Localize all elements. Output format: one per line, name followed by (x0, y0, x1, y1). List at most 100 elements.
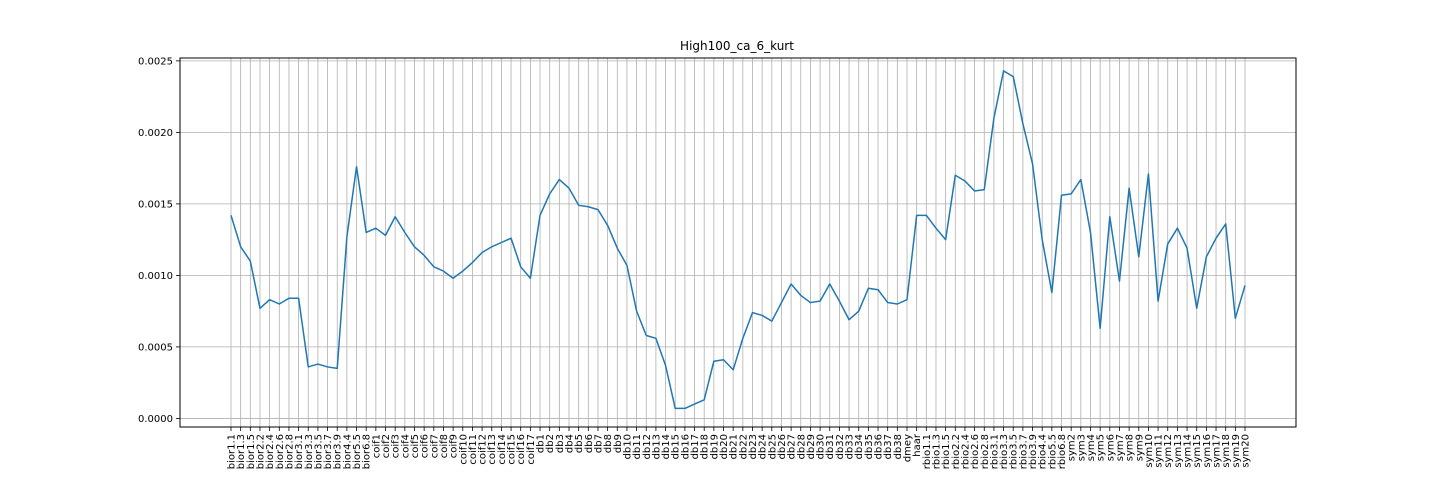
x-tick-label: db37 (883, 434, 894, 459)
chart-title: High100_ca_6_kurt (680, 39, 794, 53)
x-tick-label: db16 (680, 434, 691, 459)
x-tick-label: rbio3.3 (999, 434, 1010, 469)
x-tick-label: rbio6.8 (1057, 434, 1068, 469)
x-tick-label: coif6 (420, 434, 431, 458)
x-tick-label: db28 (796, 434, 807, 459)
x-tick-label: sym7 (1115, 434, 1126, 461)
x-tick-label: db11 (632, 434, 643, 459)
x-tick-label: bior2.4 (265, 434, 276, 469)
x-tick-label: db36 (874, 434, 885, 459)
x-tick-label: sym6 (1105, 434, 1116, 461)
y-tick-label: 0.0005 (138, 342, 173, 353)
x-tick-label: db4 (565, 434, 576, 453)
x-tick-label: db23 (748, 434, 759, 459)
x-tick-label: db22 (738, 434, 749, 459)
x-tick-label: sym14 (1183, 434, 1194, 468)
x-tick-label: db24 (758, 434, 769, 459)
x-tick-label: sym20 (1241, 434, 1252, 468)
series-group (230, 70, 1246, 410)
x-tick-label: bior6.8 (362, 434, 373, 469)
x-tick-label: db29 (806, 434, 817, 459)
x-tick-label: bior1.1 (227, 434, 238, 469)
x-tick-label: db34 (854, 434, 865, 459)
x-tick-label: db21 (729, 434, 740, 459)
x-tick-label: db5 (574, 434, 585, 453)
x-tick-label: bior3.5 (313, 434, 324, 469)
y-tick-label: 0.0000 (138, 414, 173, 425)
x-tick-label: db27 (787, 434, 798, 459)
x-tick-label: haar (912, 433, 923, 457)
x-tick-label: db14 (661, 434, 672, 459)
x-tick-label: sym3 (1076, 434, 1087, 461)
x-tick-label: sym8 (1125, 434, 1136, 461)
y-tick-label: 0.0010 (138, 271, 173, 282)
x-tick-label: sym10 (1144, 434, 1155, 468)
x-tick-label: sym11 (1154, 434, 1165, 468)
x-tick-label: rbio2.8 (980, 434, 991, 469)
x-tick-label: coif12 (478, 434, 489, 465)
x-tick-label: db38 (893, 434, 904, 459)
x-tick-label: sym13 (1173, 434, 1184, 468)
x-tick-label: db30 (816, 434, 827, 459)
x-tick-label: sym18 (1221, 434, 1232, 468)
x-tick-label: coif11 (468, 434, 479, 465)
x-tick-label: dmey (903, 434, 914, 462)
x-tick-label: coif8 (439, 434, 450, 458)
x-tick-label: db31 (825, 434, 836, 459)
y-tick-label: 0.0020 (138, 128, 173, 139)
x-tick-label: db25 (767, 434, 778, 459)
x-tick-label: db6 (584, 434, 595, 453)
x-tick-label: coif5 (410, 434, 421, 458)
x-tick-label: bior3.1 (294, 434, 305, 469)
x-tick-label: db18 (700, 434, 711, 459)
y-tick-label: 0.0015 (138, 199, 173, 210)
x-tick-label: sym5 (1096, 434, 1107, 461)
x-tick-label: db10 (622, 434, 633, 459)
series-line (230, 70, 1246, 410)
x-tick-label: coif3 (391, 434, 402, 458)
x-tick-label: rbio1.1 (922, 434, 933, 469)
x-tick-label: db17 (690, 434, 701, 459)
x-tick-label: sym12 (1163, 434, 1174, 468)
x-tick-label: rbio2.6 (970, 434, 981, 469)
x-tick-label: bior2.8 (284, 434, 295, 469)
x-tick-label: rbio1.3 (931, 434, 942, 469)
x-tick-label: coif15 (507, 434, 518, 465)
x-tick-label: db2 (545, 434, 556, 453)
x-tick-label: db7 (593, 434, 604, 453)
x-tick-label: bior2.2 (255, 434, 266, 469)
x-tick-label: bior1.5 (246, 434, 257, 469)
x-tick-label: coif9 (449, 434, 460, 458)
x-tick-label: db8 (603, 434, 614, 453)
x-tick-label: db9 (613, 434, 624, 453)
x-tick-label: rbio4.4 (1038, 434, 1049, 469)
x-tick-label: sym19 (1231, 434, 1242, 468)
grid-lines (180, 58, 1296, 427)
x-tick-label: db13 (651, 434, 662, 459)
x-tick-label: sym15 (1192, 434, 1203, 468)
x-tick-label: sym9 (1134, 434, 1145, 461)
x-axis: bior1.1bior1.3bior1.5bior2.2bior2.4bior2… (227, 427, 1252, 469)
x-tick-label: rbio2.2 (951, 434, 962, 469)
x-tick-label: db15 (671, 434, 682, 459)
x-tick-label: rbio1.5 (941, 434, 952, 469)
x-tick-label: db33 (845, 434, 856, 459)
x-tick-label: rbio5.5 (1047, 434, 1058, 469)
x-tick-label: sym16 (1202, 434, 1213, 468)
x-tick-label: rbio3.5 (1009, 434, 1020, 469)
x-tick-label: db26 (777, 434, 788, 459)
x-tick-label: sym17 (1212, 434, 1223, 468)
x-tick-label: bior2.6 (275, 434, 286, 469)
x-tick-label: db1 (536, 434, 547, 453)
x-tick-label: bior4.4 (342, 434, 353, 469)
x-tick-label: coif1 (371, 434, 382, 458)
x-tick-label: db3 (555, 434, 566, 453)
x-tick-label: db12 (642, 434, 653, 459)
x-tick-label: db35 (864, 434, 875, 459)
x-tick-label: sym2 (1067, 434, 1078, 461)
x-tick-label: coif4 (400, 434, 411, 458)
x-tick-label: rbio3.1 (989, 434, 1000, 469)
x-tick-label: rbio2.4 (960, 434, 971, 469)
x-tick-label: db32 (835, 434, 846, 459)
